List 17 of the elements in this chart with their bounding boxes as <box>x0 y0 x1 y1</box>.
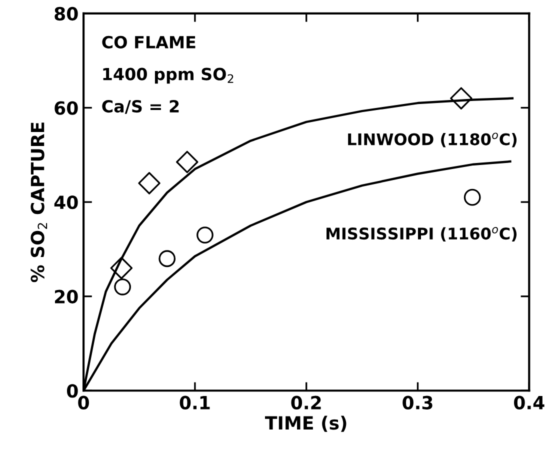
series-label: MISSISSIPPI (1160$^{o}$C) <box>326 227 517 242</box>
x-tick-label: 0.2 <box>291 396 321 410</box>
annotation: Ca/S = 2 <box>102 100 179 114</box>
x-tick-label: 0.3 <box>402 396 432 410</box>
y-tick-label: 60 <box>54 101 78 115</box>
y-tick-label: 40 <box>54 196 78 210</box>
series-label: LINWOOD (1180$^{o}$C) <box>348 132 517 148</box>
y-tick-label: 0 <box>66 384 78 398</box>
annotation: CO FLAME <box>102 36 196 48</box>
annotation: 1400 ppm SO$_{2}$ <box>103 68 234 84</box>
x-tick-label: 0.4 <box>514 396 544 410</box>
y-tick-label: 80 <box>54 6 78 21</box>
x-axis-title: TIME (s) <box>265 416 346 432</box>
y-tick-label: 20 <box>54 290 78 304</box>
x-tick-label: 0 <box>78 396 89 410</box>
y-axis-title: % SO$_{2}$ CAPTURE <box>30 122 48 282</box>
x-tick-label: 0.1 <box>180 396 210 410</box>
